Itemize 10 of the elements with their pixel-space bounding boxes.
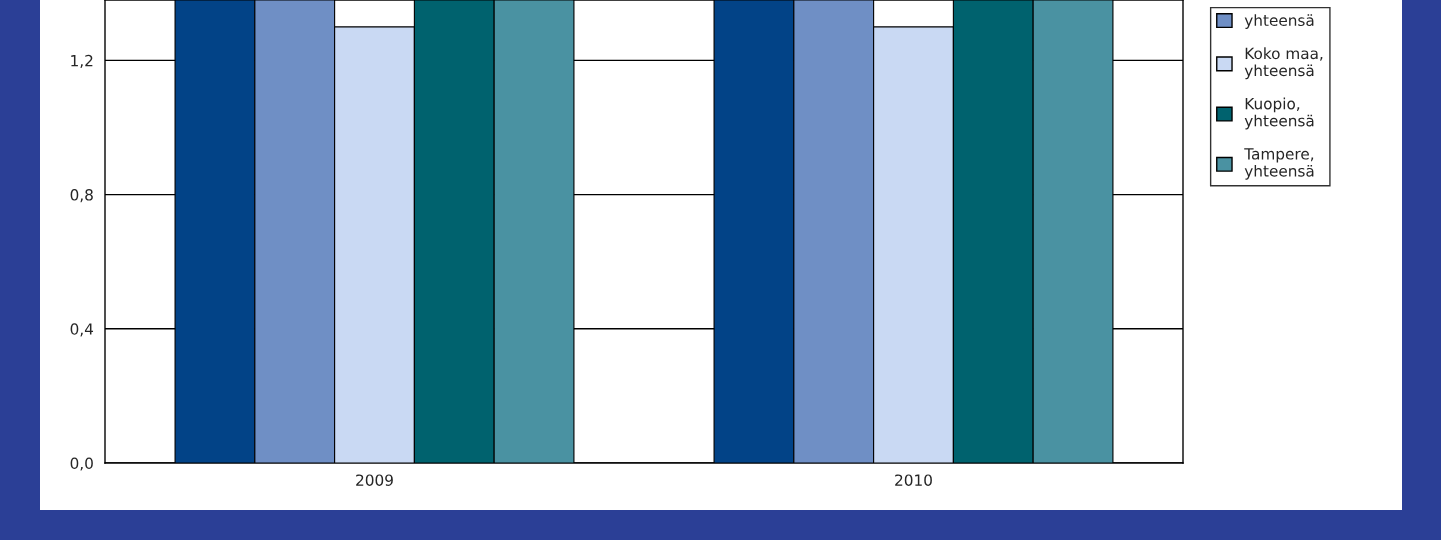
y-tick-label: 0,0: [70, 457, 93, 471]
legend-label: Koko maa, yhteensä: [1244, 47, 1323, 80]
legend-label: Tampere, yhteensä: [1244, 148, 1314, 180]
x-tick-label: 2009: [356, 474, 393, 486]
y-tick-label: 0,4: [70, 323, 94, 337]
legend-label: Kuopio, yhteensä: [1244, 97, 1314, 130]
y-tick-label: 1,2: [71, 54, 93, 68]
legend-label: yhteensä: [1244, 14, 1314, 29]
y-tick-label: 0,8: [70, 189, 93, 203]
x-tick-label: 2010: [895, 474, 932, 486]
